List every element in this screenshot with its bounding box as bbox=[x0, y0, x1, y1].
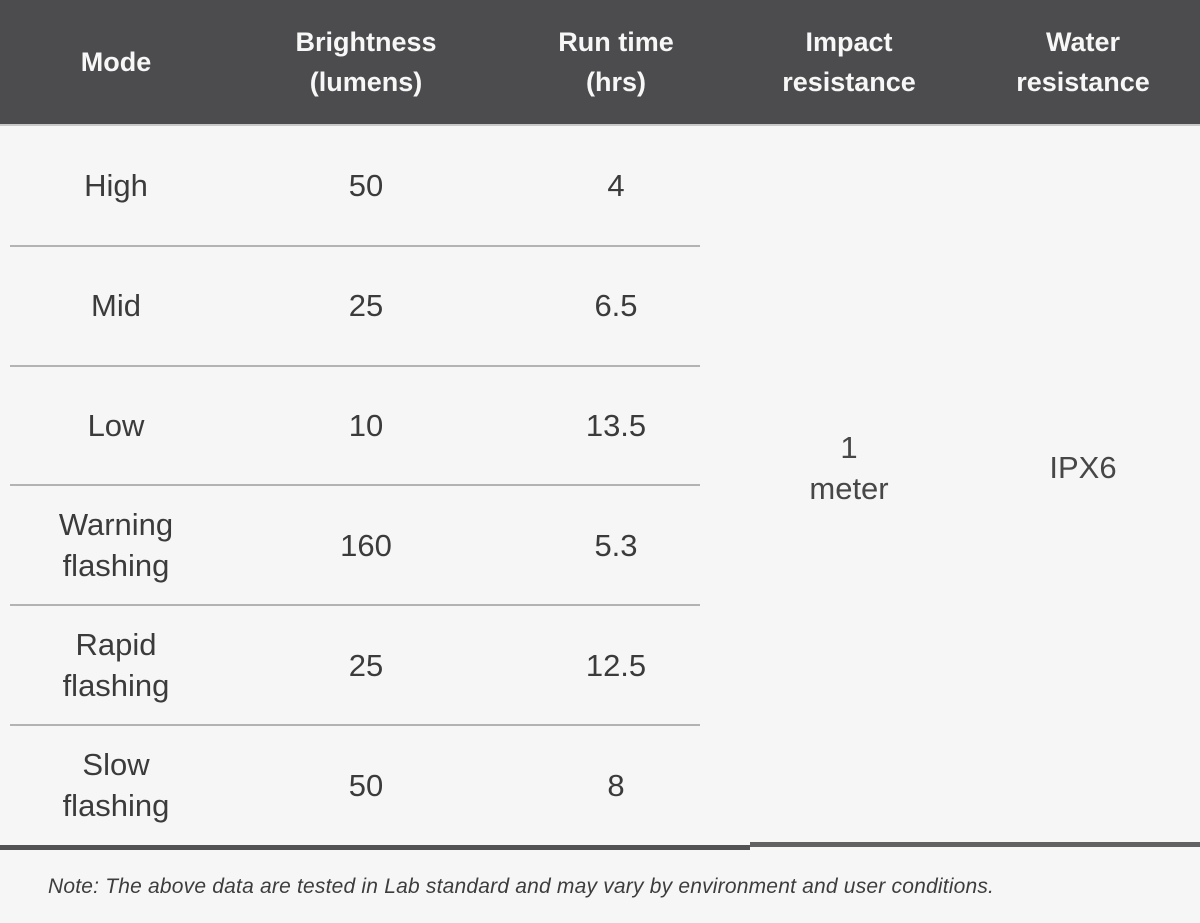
runtime-value: 5.3 bbox=[594, 527, 638, 563]
mode-value: Rapid flashing bbox=[62, 627, 170, 704]
header-mode: Mode bbox=[80, 47, 152, 77]
bottom-border-right bbox=[750, 842, 1200, 847]
runtime-value: 4 bbox=[607, 168, 625, 204]
impact-resistance-value: 1 meter bbox=[809, 429, 889, 506]
table-header-row: Mode Brightness (lumens) Run time (hrs) … bbox=[0, 0, 1200, 126]
table-row-high: High 50 4 bbox=[0, 126, 732, 247]
footnote-area: Note: The above data are tested in Lab s… bbox=[0, 850, 1200, 923]
brightness-value: 25 bbox=[348, 288, 384, 324]
runtime-value: 12.5 bbox=[585, 647, 647, 683]
brightness-value: 160 bbox=[340, 527, 392, 563]
header-impact-resistance: Impact resistance bbox=[782, 27, 916, 97]
mode-value: Mid bbox=[91, 288, 141, 324]
bottom-border-left bbox=[0, 845, 750, 850]
runtime-value: 6.5 bbox=[594, 288, 638, 324]
runtime-value: 13.5 bbox=[585, 408, 647, 444]
footnote-text: Note: The above data are tested in Lab s… bbox=[48, 875, 995, 898]
table-row-warning-flashing: Warning flashing 160 5.3 bbox=[0, 485, 732, 607]
mode-value: Warning flashing bbox=[58, 507, 174, 584]
brightness-value: 50 bbox=[348, 168, 384, 204]
table-row-slow-flashing: Slow flashing 50 8 bbox=[0, 725, 732, 845]
table-body: High 50 4 Mid 25 6.5 Low 10 13.5 Warning… bbox=[0, 126, 1200, 845]
mode-value: Slow flashing bbox=[62, 747, 170, 824]
table-row-rapid-flashing: Rapid flashing 25 12.5 bbox=[0, 605, 732, 726]
brightness-value: 10 bbox=[348, 408, 384, 444]
water-resistance-value: IPX6 bbox=[1049, 450, 1117, 485]
merged-columns: 1 meter IPX6 bbox=[732, 126, 1200, 845]
header-brightness-lumens: Brightness (lumens) bbox=[295, 27, 437, 97]
mode-rows: High 50 4 Mid 25 6.5 Low 10 13.5 Warning… bbox=[0, 126, 732, 845]
header-water-resistance: Water resistance bbox=[1016, 27, 1150, 97]
runtime-value: 8 bbox=[607, 767, 625, 803]
header-run-time-hrs: Run time (hrs) bbox=[558, 27, 674, 97]
brightness-value: 25 bbox=[348, 647, 384, 683]
table-row-mid: Mid 25 6.5 bbox=[0, 246, 732, 367]
table-row-low: Low 10 13.5 bbox=[0, 366, 732, 487]
brightness-value: 50 bbox=[348, 767, 384, 803]
mode-value: Low bbox=[87, 408, 145, 444]
mode-value: High bbox=[84, 168, 148, 204]
